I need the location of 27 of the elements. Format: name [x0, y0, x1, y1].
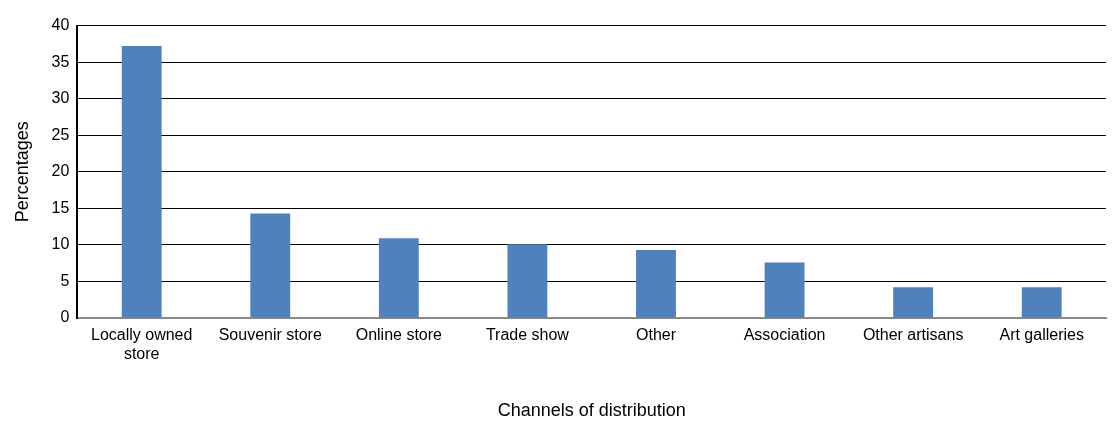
- y-tick-label: 40: [51, 16, 70, 34]
- bar: [764, 262, 805, 318]
- bar: [1021, 287, 1062, 318]
- y-tick-label: 10: [51, 235, 70, 253]
- bar: [636, 250, 676, 318]
- y-tick-label: 30: [51, 89, 70, 107]
- x-tick-label: Online store: [355, 326, 443, 344]
- y-tick-label: 0: [60, 308, 70, 326]
- bar: [250, 213, 291, 318]
- bar: [121, 46, 162, 318]
- y-tick-label: 20: [51, 162, 70, 180]
- x-tick-label: Other: [635, 326, 677, 344]
- bar: [893, 287, 934, 318]
- bar: [507, 244, 548, 318]
- x-tick-label: Locally owned store: [90, 326, 193, 363]
- y-tick-label: 35: [51, 52, 70, 70]
- x-tick-label: Art galleries: [999, 326, 1084, 344]
- y-tick-label: 5: [60, 271, 70, 289]
- y-tick-label: 15: [51, 198, 70, 216]
- x-tick-label: Other artisans: [862, 326, 964, 344]
- y-axis-title: Percentages: [11, 121, 32, 223]
- x-tick-label: Association: [743, 326, 826, 344]
- x-axis-title: Channels of distribution: [497, 400, 686, 421]
- x-tick-label: Souvenir store: [218, 326, 322, 344]
- y-tick-label: 25: [51, 125, 70, 143]
- bar: [378, 238, 419, 318]
- x-tick-label: Trade show: [485, 326, 570, 344]
